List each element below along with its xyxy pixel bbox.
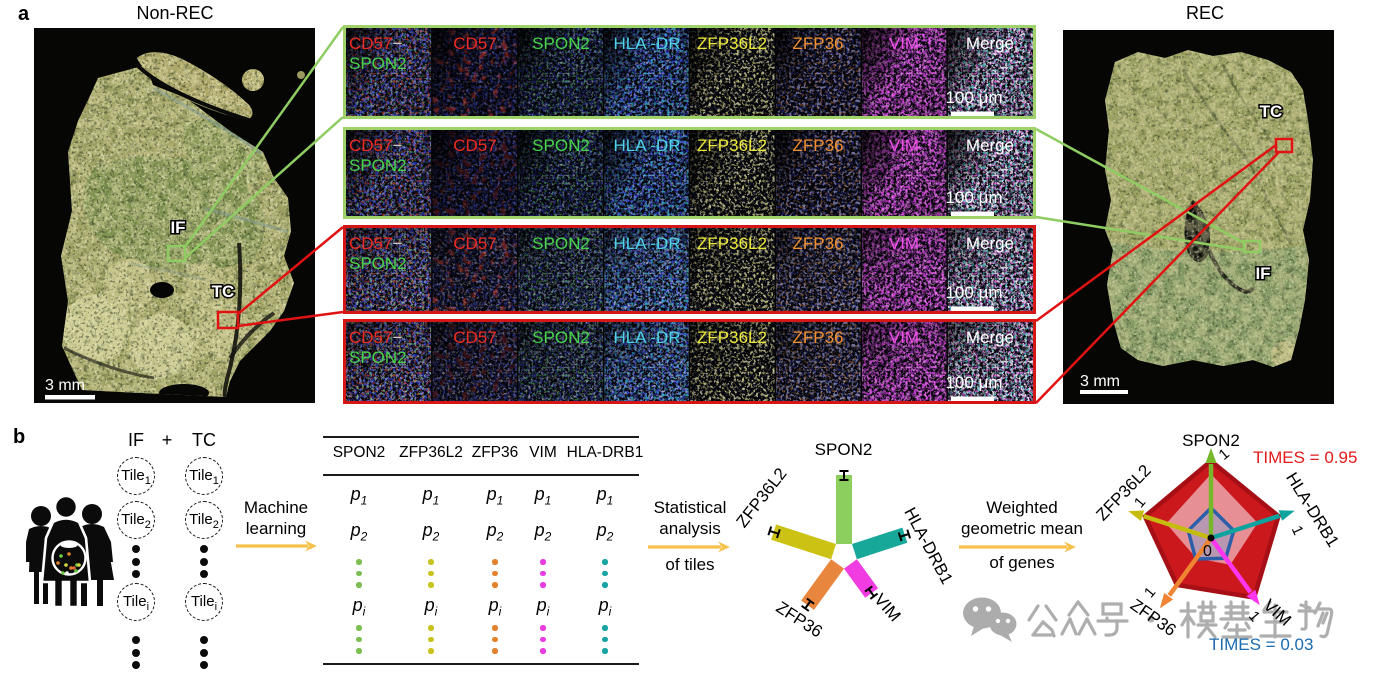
svg-text:CD57: CD57 (453, 234, 496, 253)
svg-text:VIM: VIM (889, 34, 919, 53)
svg-text:ZFP36: ZFP36 (792, 234, 843, 253)
svg-text:ZFP36L2: ZFP36L2 (697, 136, 767, 155)
svg-text:ZFP36L2: ZFP36L2 (697, 234, 767, 253)
svg-text:ZFP36: ZFP36 (792, 34, 843, 53)
svg-text:Merge: Merge (966, 234, 1014, 253)
svg-text:SPON2: SPON2 (532, 34, 590, 53)
svg-text:VIM: VIM (889, 136, 919, 155)
svg-text:CD57: CD57 (453, 328, 496, 347)
svg-text:SPON2: SPON2 (532, 136, 590, 155)
svg-text:3 mm: 3 mm (1080, 373, 1120, 390)
svg-text:HLA -DR: HLA -DR (613, 234, 680, 253)
svg-text:Merge: Merge (966, 136, 1014, 155)
svg-text:100 μm: 100 μm (945, 283, 1002, 302)
svg-text:ZFP36L2: ZFP36L2 (697, 328, 767, 347)
svg-text:HLA -DR: HLA -DR (613, 34, 680, 53)
svg-text:3 mm: 3 mm (45, 377, 85, 394)
svg-text:VIM: VIM (889, 328, 919, 347)
svg-text:VIM: VIM (889, 234, 919, 253)
svg-text:CD57−: CD57− (349, 328, 402, 347)
svg-text:SPON2: SPON2 (532, 234, 590, 253)
svg-text:SPON2: SPON2 (532, 328, 590, 347)
svg-text:TC: TC (212, 282, 235, 301)
svg-text:CD57−: CD57− (349, 34, 402, 53)
svg-text:100 μm: 100 μm (945, 188, 1002, 207)
svg-text:ZFP36: ZFP36 (792, 136, 843, 155)
svg-text:ZFP36: ZFP36 (792, 328, 843, 347)
svg-text:IF: IF (170, 218, 185, 237)
svg-text:HLA -DR: HLA -DR (613, 328, 680, 347)
svg-text:SPON2: SPON2 (349, 254, 407, 273)
svg-text:SPON2: SPON2 (349, 348, 407, 367)
svg-text:SPON2: SPON2 (349, 54, 407, 73)
svg-text:ZFP36L2: ZFP36L2 (697, 34, 767, 53)
svg-text:CD57: CD57 (453, 136, 496, 155)
svg-text:100 μm: 100 μm (945, 88, 1002, 107)
svg-text:Merge: Merge (966, 328, 1014, 347)
svg-text:CD57−: CD57− (349, 136, 402, 155)
svg-text:CD57−: CD57− (349, 234, 402, 253)
svg-text:CD57: CD57 (453, 34, 496, 53)
svg-text:TC: TC (1260, 102, 1283, 121)
svg-text:Merge: Merge (966, 34, 1014, 53)
svg-text:SPON2: SPON2 (349, 156, 407, 175)
svg-text:IF: IF (1255, 264, 1270, 283)
svg-text:100 μm: 100 μm (945, 373, 1002, 392)
svg-text:HLA -DR: HLA -DR (613, 136, 680, 155)
